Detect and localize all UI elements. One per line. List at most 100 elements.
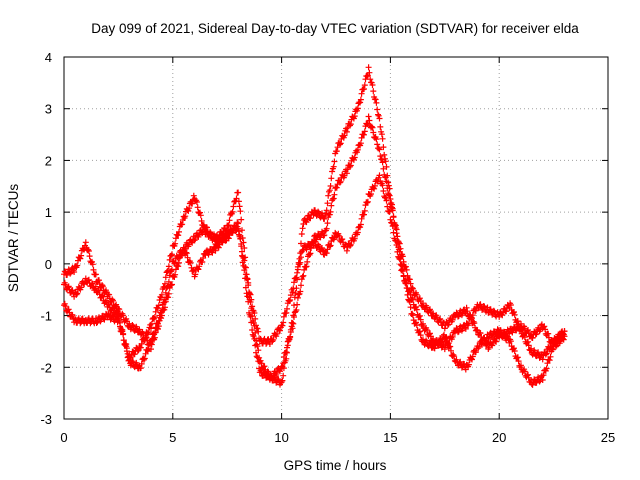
data-point — [417, 316, 424, 323]
data-point — [225, 235, 232, 242]
data-point — [289, 289, 296, 296]
data-point — [343, 247, 350, 254]
data-point — [347, 163, 353, 170]
data-point — [493, 338, 500, 345]
x-axis-label: GPS time / hours — [284, 458, 387, 473]
data-point — [279, 322, 286, 329]
data-point — [521, 368, 528, 375]
data-point — [197, 209, 203, 216]
data-point — [321, 232, 328, 239]
data-point — [448, 347, 454, 354]
data-point — [518, 362, 524, 369]
data-point — [364, 198, 371, 205]
data-point — [290, 320, 297, 327]
data-point — [245, 298, 252, 305]
y-tick-label: -2 — [40, 360, 52, 375]
data-point — [225, 222, 232, 229]
y-tick-label: -3 — [40, 412, 52, 427]
data-point — [464, 308, 471, 315]
data-point — [457, 358, 464, 365]
data-point — [371, 182, 378, 189]
data-point — [92, 271, 99, 278]
data-point — [357, 140, 364, 147]
data-point — [477, 301, 484, 308]
data-point — [168, 252, 175, 259]
data-point — [326, 243, 333, 250]
data-point — [294, 301, 301, 308]
data-point — [65, 306, 72, 313]
data-point — [289, 320, 296, 327]
data-point — [101, 316, 108, 323]
data-point — [137, 344, 144, 351]
data-point — [247, 291, 254, 298]
data-point — [472, 349, 479, 356]
data-point — [364, 73, 371, 80]
x-tick-label: 20 — [492, 430, 506, 445]
data-point — [298, 254, 304, 261]
data-point — [172, 240, 179, 247]
data-point — [126, 320, 133, 327]
data-point — [229, 229, 236, 236]
data-point — [394, 233, 401, 240]
data-point — [480, 334, 487, 341]
data-point — [427, 330, 433, 337]
data-point — [357, 99, 364, 106]
data-point — [198, 218, 205, 224]
data-point — [298, 240, 304, 247]
data-point — [354, 146, 361, 153]
data-point — [473, 326, 480, 333]
data-point — [420, 300, 426, 307]
data-point — [381, 151, 388, 158]
data-point — [148, 341, 155, 348]
data-point — [327, 208, 334, 215]
data-point — [430, 335, 437, 342]
data-point — [361, 211, 367, 218]
data-point — [343, 170, 350, 177]
x-tick-labels: 0 5 10 15 20 25 — [60, 430, 615, 445]
data-point — [300, 221, 307, 227]
data-point — [366, 117, 373, 124]
data-point — [184, 254, 191, 261]
data-point — [212, 247, 219, 254]
data-points — [61, 64, 568, 388]
data-point — [336, 179, 343, 186]
y-tick-labels: -3 -2 -1 0 1 2 3 4 — [40, 50, 52, 427]
data-point — [469, 353, 476, 360]
data-point — [369, 82, 376, 88]
data-point — [199, 230, 206, 237]
data-point — [239, 252, 245, 259]
data-point — [407, 280, 414, 287]
data-point — [330, 195, 337, 202]
data-point — [561, 333, 568, 340]
data-point — [312, 207, 318, 214]
data-point — [90, 266, 97, 273]
data-point — [286, 298, 293, 305]
data-point — [399, 253, 406, 260]
data-point — [413, 303, 419, 310]
data-point — [378, 131, 385, 138]
data-point — [317, 234, 324, 241]
data-point — [322, 210, 329, 217]
data-point — [476, 343, 482, 350]
data-point — [162, 298, 169, 305]
data-point — [548, 337, 555, 344]
data-point — [273, 330, 280, 337]
data-point — [237, 235, 244, 242]
data-point — [399, 268, 406, 275]
data-point — [131, 351, 138, 358]
x-tick-label: 0 — [60, 430, 67, 445]
data-point — [336, 233, 343, 239]
data-point — [134, 348, 141, 354]
data-point — [444, 341, 451, 348]
data-point — [193, 199, 200, 205]
data-point — [533, 379, 540, 386]
data-point — [503, 332, 510, 339]
data-point — [416, 328, 423, 335]
data-point — [368, 191, 374, 197]
data-point — [148, 346, 154, 353]
data-point — [365, 113, 372, 120]
data-point — [463, 304, 470, 311]
data-point — [165, 294, 172, 301]
data-point — [441, 346, 448, 353]
data-point — [242, 284, 249, 291]
